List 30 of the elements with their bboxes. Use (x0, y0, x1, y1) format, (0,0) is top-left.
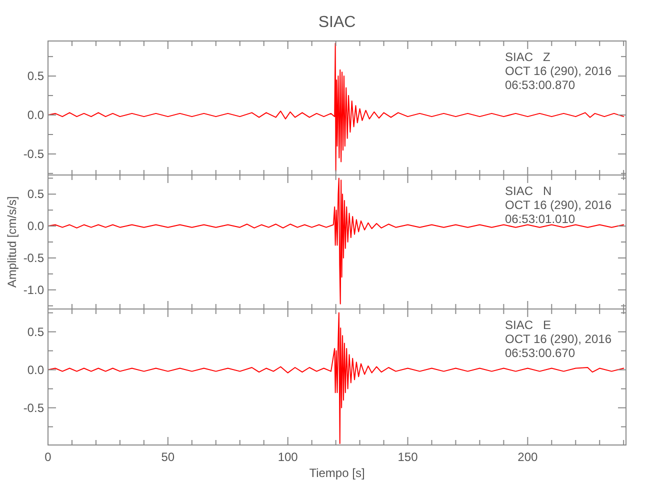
x-tick-label: 100 (278, 450, 298, 464)
annotation: SIAC N (505, 184, 552, 198)
x-axis-title: Tiempo [s] (309, 466, 365, 480)
y-axis-title: Amplitud [cm/s/s] (5, 196, 19, 288)
line-series (48, 178, 624, 304)
x-tick-label: 150 (398, 450, 418, 464)
y-tick-label: -1.0 (23, 282, 44, 297)
annotation: SIAC Z (505, 50, 550, 64)
annotation: SIAC E (505, 318, 552, 332)
y-tick-label: 0.0 (27, 362, 44, 377)
y-tick-label: -0.5 (23, 146, 44, 161)
x-tick-label: 50 (161, 450, 175, 464)
y-tick-label: -0.5 (23, 400, 44, 415)
y-tick-label: 0.0 (27, 108, 44, 122)
line-series (48, 42, 624, 172)
line-series (48, 312, 624, 444)
y-tick-label: 0.0 (27, 219, 44, 234)
y-tick-label: 0.5 (27, 324, 44, 339)
y-tick-label: 0.5 (27, 69, 44, 84)
annotation: OCT 16 (290), 2016 (505, 64, 612, 78)
y-tick-label: 0.5 (27, 187, 44, 202)
annotation: 06:53:00.670 (505, 346, 576, 360)
annotation: 06:53:00.870 (505, 78, 576, 92)
annotation: OCT 16 (290), 2016 (505, 332, 612, 346)
annotation: 06:53:01.010 (505, 212, 576, 226)
y-tick-label: -0.5 (23, 250, 44, 265)
x-tick-label: 200 (518, 450, 538, 464)
annotation: OCT 16 (290), 2016 (505, 198, 612, 212)
chart-title: SIAC (318, 14, 356, 31)
x-tick-label: 0 (44, 450, 52, 464)
